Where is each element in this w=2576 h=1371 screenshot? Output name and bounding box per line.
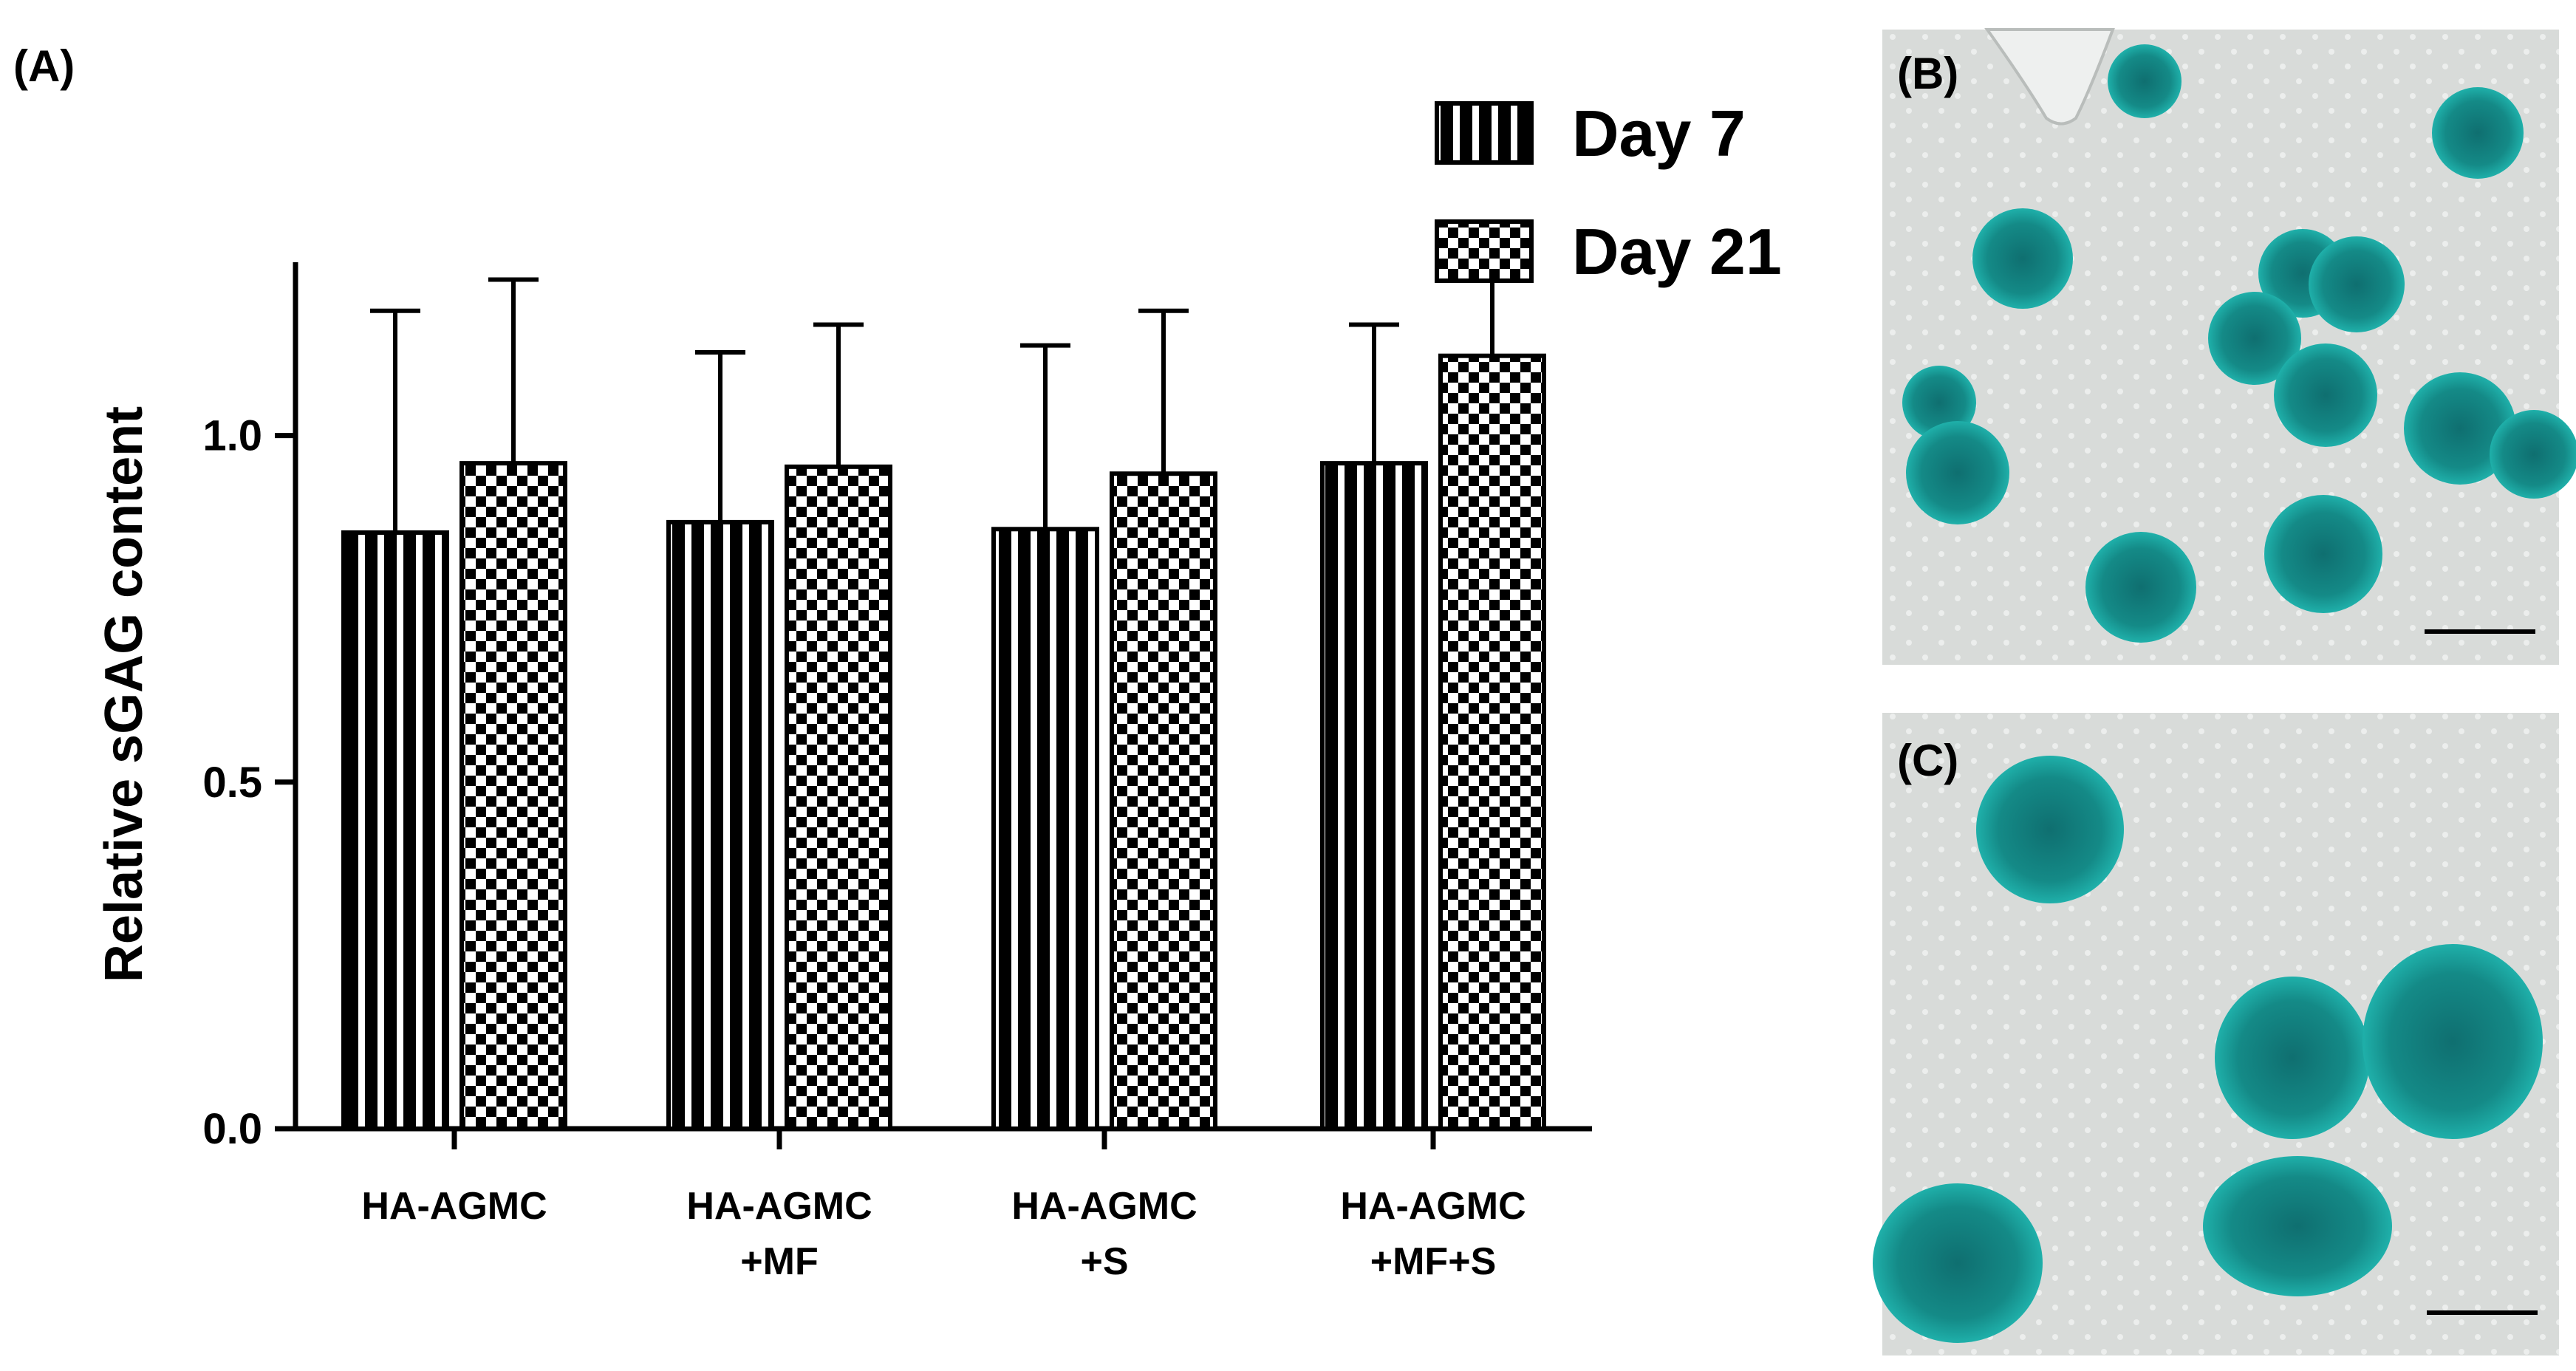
y-tick-label: 0.5 (202, 759, 262, 807)
legend-swatch (1435, 219, 1534, 283)
micrograph-b-debris (1984, 28, 2115, 126)
spheroid (1976, 756, 2124, 903)
panel-c-label: (C) (1897, 736, 1958, 785)
spheroid (2309, 236, 2405, 332)
spheroid (2363, 944, 2543, 1139)
x-category-label: +MF (740, 1240, 818, 1283)
micrograph-c: (C) (1873, 713, 2559, 1355)
bar-day21 (1110, 471, 1217, 1131)
x-category-label: HA-AGMC (686, 1185, 872, 1228)
x-ticks (451, 1129, 1436, 1149)
spheroid (2215, 977, 2370, 1139)
spheroid (2432, 87, 2524, 179)
bar-day7 (666, 519, 774, 1131)
bar-day7 (1320, 461, 1428, 1131)
spheroid (2203, 1156, 2392, 1296)
x-category-label: +MF+S (1370, 1240, 1497, 1283)
y-ticks: 0.0 0.5 1.0 (202, 412, 295, 1153)
x-category-label: HA-AGMC (361, 1185, 547, 1228)
spheroid (2085, 532, 2196, 643)
spheroid (2208, 292, 2301, 385)
panel-b-label: (B) (1897, 49, 1958, 98)
spheroid (1972, 208, 2073, 309)
bar-day7 (991, 527, 1099, 1131)
spheroid (2404, 372, 2516, 485)
bar-day7 (341, 530, 449, 1131)
panel-a-label: (A) (13, 41, 75, 91)
legend-swatch (1435, 101, 1534, 165)
spheroid (2264, 495, 2382, 613)
spheroid (2490, 410, 2576, 499)
spheroid (2108, 44, 2182, 118)
y-tick-label: 1.0 (202, 412, 262, 460)
x-category-label: HA-AGMC (1340, 1185, 1526, 1228)
legend: Day 7 Day 21 (1435, 97, 1782, 288)
y-tick-label: 0.0 (202, 1105, 262, 1153)
spheroid (2274, 343, 2377, 447)
bar-day21 (1438, 353, 1546, 1132)
legend-label: Day 21 (1572, 215, 1782, 288)
bar-day21 (459, 461, 567, 1131)
x-category-label: +S (1080, 1240, 1128, 1283)
x-category-label: HA-AGMC (1011, 1185, 1197, 1228)
spheroid (1873, 1183, 2043, 1343)
micrograph-b: (B) (1882, 28, 2576, 665)
bars (341, 353, 1546, 1132)
category-labels: HA-AGMC HA-AGMC +MF HA-AGMC +S HA-AGMC +MF+S (361, 1185, 1526, 1283)
y-axis-label: Relative sGAG content (95, 406, 154, 982)
bar-day21 (785, 464, 892, 1131)
error-bars (370, 273, 1517, 533)
legend-label: Day 7 (1572, 97, 1746, 170)
spheroid (1906, 421, 2009, 524)
